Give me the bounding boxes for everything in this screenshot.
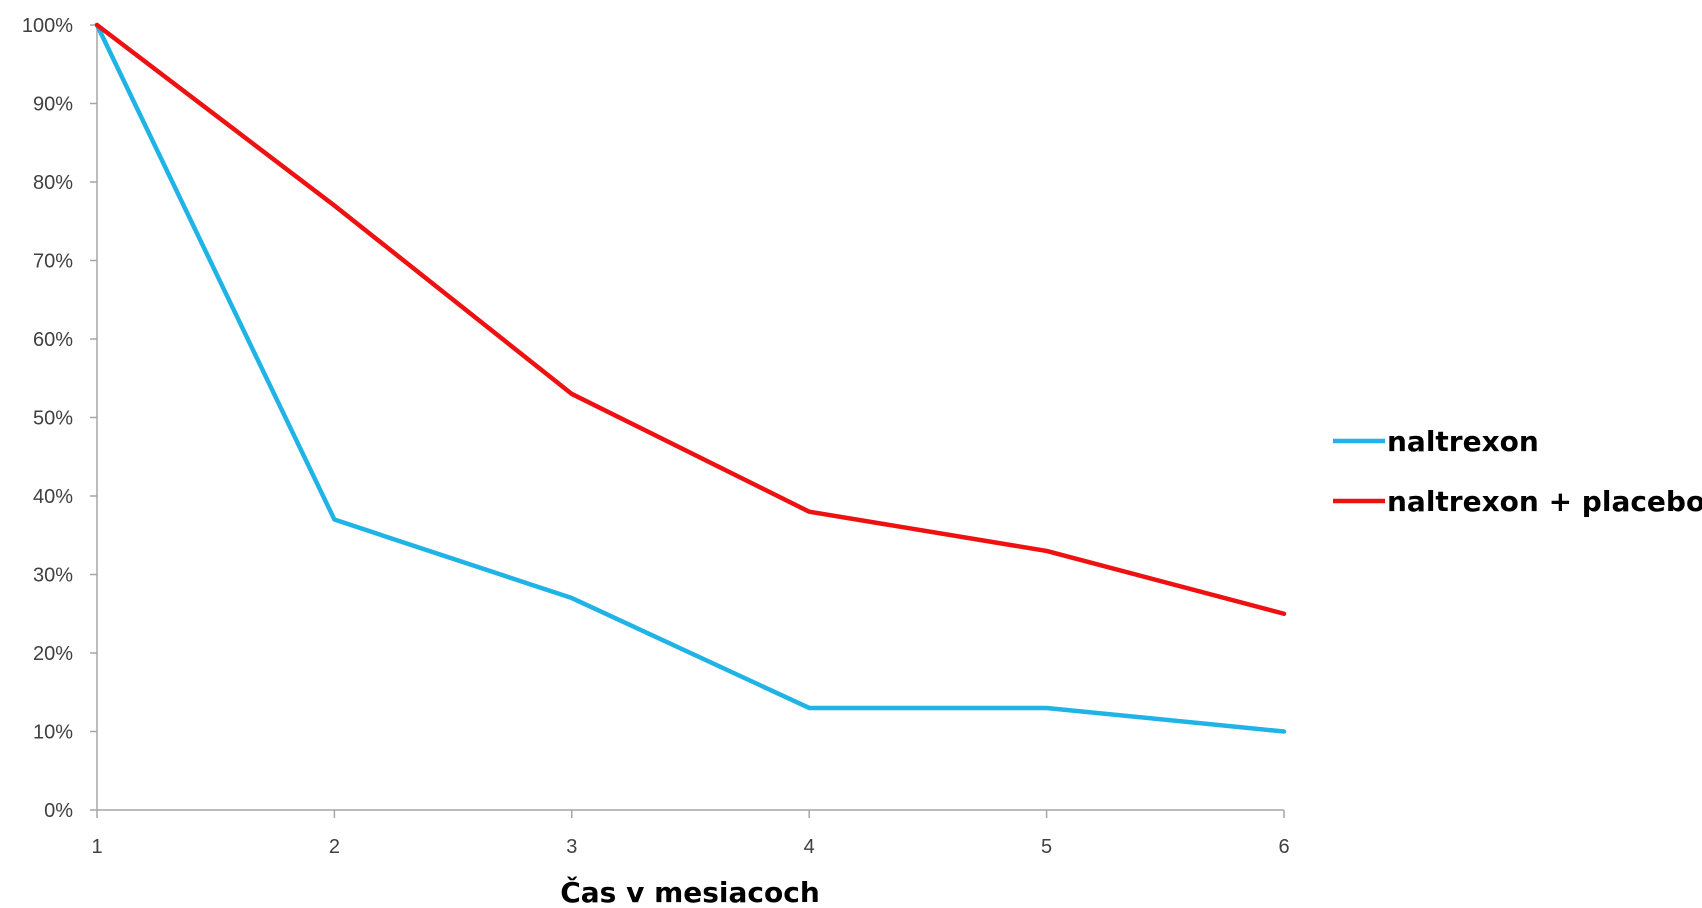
x-axis-title: Čas v mesiacoch	[560, 875, 820, 908]
y-tick-label: 20%	[33, 643, 73, 665]
x-tick-label: 4	[804, 836, 815, 858]
y-tick-label: 80%	[33, 172, 73, 194]
series-line-naltrexon	[97, 25, 1284, 732]
x-tick-label: 2	[329, 836, 340, 858]
series-layer	[97, 25, 1284, 732]
y-tick-label: 0%	[44, 800, 73, 822]
y-tick-label: 30%	[33, 565, 73, 587]
y-tick-label: 10%	[33, 722, 73, 744]
y-tick-label: 70%	[33, 251, 73, 273]
y-tick-label: 60%	[33, 329, 73, 351]
y-axis: 0% 10% 20% 30% 40% 50% 60% 70% 80% 90% 100%	[22, 15, 97, 822]
series-line-naltrexon-placebo	[97, 25, 1284, 614]
x-axis: 1 2 3 4 5 6	[91, 810, 1289, 858]
y-tick-label: 90%	[33, 94, 73, 116]
legend: naltrexon naltrexon + placebo	[1333, 425, 1702, 518]
x-tick-label: 5	[1041, 836, 1052, 858]
x-tick-label: 3	[566, 836, 577, 858]
legend-item: naltrexon + placebo	[1333, 485, 1702, 518]
x-tick-label: 1	[91, 836, 102, 858]
legend-label: naltrexon	[1387, 425, 1539, 458]
x-tick-label: 6	[1278, 836, 1289, 858]
y-tick-label: 50%	[33, 408, 73, 430]
y-tick-label: 100%	[22, 15, 73, 37]
legend-item: naltrexon	[1333, 425, 1539, 458]
legend-label: naltrexon + placebo	[1387, 485, 1702, 518]
y-tick-label: 40%	[33, 486, 73, 508]
